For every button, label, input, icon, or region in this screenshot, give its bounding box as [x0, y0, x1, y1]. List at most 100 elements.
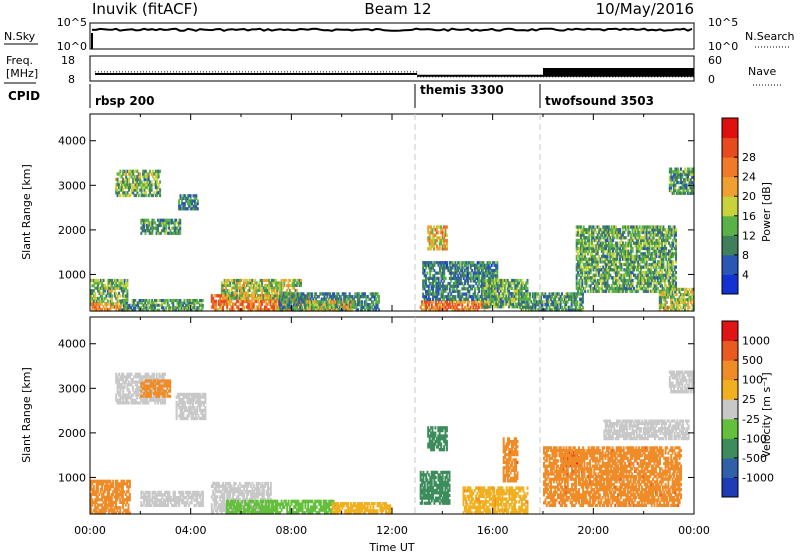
- power-cell-13-23-5: [515, 292, 518, 296]
- power-cell-12-46-9: [486, 274, 489, 278]
- power-cell-12-43-14: [482, 261, 485, 265]
- power-cell-3-20-2: [168, 226, 171, 230]
- power-cell-7-45-6: [283, 281, 286, 285]
- power-cell-14-33-5: [563, 295, 566, 299]
- power-cell-8-61-5: [364, 295, 366, 299]
- power-cell-14-3-4: [522, 297, 524, 301]
- power-cell-12-13-12: [440, 266, 443, 270]
- power-cell-8-16-3: [301, 300, 304, 304]
- power-cell-8-27-5: [316, 295, 319, 299]
- power-cell-4-10-0: [192, 207, 195, 211]
- power-cell-7-5-2: [227, 291, 230, 295]
- power-cell-9-9-2: [319, 303, 322, 307]
- power-cell-12-17-14: [446, 261, 448, 265]
- power-cell-1-9-6: [102, 284, 105, 288]
- power-cell-6-46-3: [275, 299, 278, 304]
- power-cell-12-12-4: [439, 287, 441, 291]
- power-cell-5-46-1: [185, 306, 187, 310]
- power-cell-2-29-3: [156, 185, 159, 190]
- power-cell-12-11-6: [437, 282, 440, 286]
- power-cell-13-4-3: [488, 297, 491, 301]
- power-cell-4-13-3: [196, 199, 199, 203]
- power-cell-12-23-9: [454, 274, 457, 278]
- power-cell-3-21-5: [169, 218, 172, 222]
- power-cell-12-27-8: [459, 276, 462, 280]
- power-cell-7-25-5: [255, 283, 258, 287]
- power-cell-13-8-6: [493, 289, 496, 293]
- power-cell-15-29-18: [616, 241, 619, 245]
- power-cell-0-1-0: [91, 308, 94, 312]
- power-cell-15-12-17: [592, 244, 595, 248]
- power-cell-0-11-2: [105, 302, 108, 306]
- power-cell-10-18-3: [444, 300, 447, 304]
- power-cell-12-49-13: [490, 263, 493, 267]
- power-cell-10-14-0: [439, 308, 442, 312]
- power-cell-11-4-3: [433, 239, 435, 243]
- power-cell-12-17-5: [446, 284, 448, 288]
- power-cell-7-56-5: [298, 283, 301, 287]
- power-cell-6-17-2: [234, 302, 237, 306]
- power-cell-7-19-5: [247, 283, 250, 287]
- power-cell-1-4-0: [95, 299, 98, 303]
- power-cell-8-44-3: [340, 300, 343, 304]
- power-cell-6-45-3: [273, 299, 276, 304]
- power-cell-6-4-5: [216, 294, 219, 298]
- power-cell-12-42-8: [480, 276, 483, 280]
- power-cell-11-12-3: [444, 239, 447, 243]
- power-cell-2-27-1: [153, 191, 156, 195]
- power-cell-13-26-6: [519, 289, 522, 293]
- power-cell-12-35-4: [471, 287, 474, 291]
- power-cell-7-33-1: [266, 294, 269, 298]
- power-cell-13-19-2: [509, 300, 512, 304]
- power-cell-11-2-8: [430, 225, 433, 229]
- power-cell-1-9-8: [102, 278, 105, 283]
- power-cell-13-7-10: [492, 278, 495, 283]
- power-cell-8-12-3: [295, 300, 298, 304]
- power-cell-8-24-4: [312, 297, 315, 301]
- power-cell-12-40-4: [478, 287, 481, 291]
- power-cell-13-14-6: [502, 289, 505, 293]
- power-cell-10-26-3: [455, 300, 458, 304]
- power-cell-10-35-0: [468, 308, 471, 312]
- power-cell-7-26-0: [257, 296, 259, 300]
- power-cell-5-19-0: [146, 308, 149, 312]
- power-cell-5-35-1: [169, 306, 172, 310]
- power-cell-13-15-5: [503, 292, 506, 296]
- power-cell-2-31-5: [159, 180, 162, 184]
- power-ylabel: Slant Range [km]: [20, 164, 33, 260]
- power-cell-6-28-2: [249, 302, 252, 306]
- power-cell-12-44-10: [483, 271, 486, 275]
- power-cell-7-21-5: [250, 283, 252, 287]
- power-cell-8-64-0: [368, 308, 371, 312]
- power-cell-12-9-1: [434, 295, 437, 299]
- power-cell-5-41-3: [177, 301, 180, 305]
- power-cell-1-9-1: [102, 296, 105, 301]
- power-cell-7-3-6: [225, 281, 227, 285]
- power-cell-6-20-2: [238, 302, 241, 306]
- power-cell-12-30-6: [464, 282, 467, 286]
- power-cell-5-57-1: [200, 306, 203, 310]
- power-cell-12-29-2: [462, 292, 465, 296]
- power-cell-10-8-3: [430, 300, 433, 304]
- power-cell-2-24-1: [149, 191, 152, 195]
- power-cell-8-66-6: [371, 292, 373, 296]
- power-cell-7-12-0: [237, 296, 240, 300]
- power-cell-10-15-3: [440, 300, 443, 304]
- power-cell-12-23-5: [454, 284, 457, 288]
- power-cell-2-17-2: [139, 188, 142, 192]
- power-cell-14-26-0: [554, 308, 556, 312]
- power-cell-5-42-0: [179, 308, 182, 312]
- power-cell-6-40-0: [266, 308, 269, 312]
- power-cell-13-9-1: [495, 302, 498, 306]
- power-cell-1-17-5: [113, 286, 116, 290]
- power-cell-1-14-1: [109, 296, 112, 301]
- power-cell-7-24-3: [254, 288, 257, 292]
- power-cell-8-58-2: [359, 303, 362, 307]
- power-cell-10-24-1: [453, 305, 455, 309]
- power-cell-2-24-5: [149, 180, 152, 184]
- power-cell-7-20-1: [248, 294, 251, 298]
- power-cell-1-23-4: [122, 289, 125, 293]
- power-cell-12-38-13: [475, 263, 478, 267]
- power-cell-5-54-4: [196, 299, 199, 302]
- power-cell-14-4-3: [523, 300, 526, 304]
